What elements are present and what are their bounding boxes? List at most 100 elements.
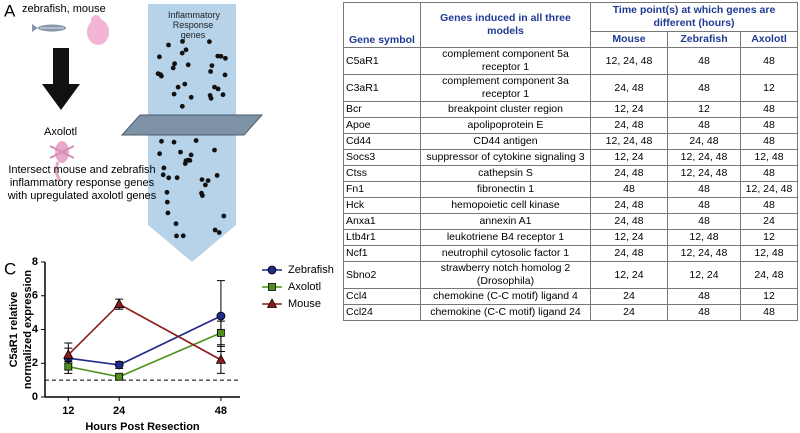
table-cell: 24, 48 (590, 197, 668, 214)
dot (212, 227, 218, 233)
table-cell: 12, 24, 48 (739, 181, 799, 198)
legend-marker (268, 283, 276, 291)
table-cell: 48 (667, 181, 741, 198)
mouse-icon (87, 15, 109, 45)
table-cell: 48 (739, 47, 799, 75)
table-cell: Apoe (343, 117, 421, 134)
x-tick-label: 48 (215, 405, 227, 417)
table-cell: 48 (739, 133, 799, 150)
x-tick-label: 12 (62, 405, 74, 417)
dot (182, 161, 188, 167)
group-header: Time point(s) at which genes are differe… (589, 2, 799, 32)
y-axis-label: normalized expression (22, 270, 34, 389)
table-cell: cathepsin S (420, 165, 591, 182)
dot (174, 233, 179, 239)
marker (114, 298, 125, 309)
dot (221, 213, 227, 219)
marker (115, 372, 124, 381)
table-cell: 12, 24, 48 (590, 133, 668, 150)
funnel-label: Inflammatory Response genes (168, 10, 221, 40)
y-tick-label: 2 (32, 357, 38, 369)
table-cell: hemopoietic cell kinase (420, 197, 591, 214)
table-cell: 48 (590, 181, 668, 198)
dot (180, 39, 185, 44)
dot (185, 62, 191, 68)
table-cell: 48 (667, 213, 741, 230)
dot (173, 221, 179, 227)
table-cell: 12, 48 (667, 229, 741, 246)
table-row: Fn1 fibronectin 1 48 48 12, 24, 48 (343, 181, 799, 198)
dot (188, 94, 194, 100)
table-cell: chemokine (C-C motif) ligand 4 (420, 288, 591, 305)
marker (114, 360, 124, 370)
table-cell: CD44 antigen (420, 133, 591, 150)
panel-label: C (4, 259, 16, 278)
dot (157, 54, 162, 60)
table-cell: leukotriene B4 receptor 1 (420, 229, 591, 246)
dot (193, 138, 199, 143)
table-cell: 48 (667, 47, 741, 75)
dot (178, 149, 183, 155)
dot (174, 175, 180, 181)
table-cell: 48 (667, 288, 741, 305)
table-row: Ltb4r1 leukotriene B4 receptor 1 12, 24 12,… (343, 229, 799, 246)
dot (170, 65, 176, 71)
dot (223, 55, 228, 61)
down-arrow (42, 48, 80, 110)
dot (222, 72, 228, 78)
table-cell: 48 (667, 117, 741, 134)
table-cell: complement component 3a receptor 1 (420, 74, 591, 102)
dot (220, 92, 226, 98)
y-tick-label: 6 (32, 290, 38, 302)
series-line (67, 303, 222, 361)
dot (157, 151, 163, 157)
x-tick-label: 24 (113, 405, 126, 417)
table-cell: Fn1 (343, 181, 421, 198)
table-cell: 12, 24, 48 (667, 149, 741, 166)
table-cell: complement component 5a receptor 1 (420, 47, 591, 75)
legend-label: Axolotl (288, 281, 321, 293)
dot (216, 230, 222, 235)
y-tick-label: 8 (32, 256, 38, 268)
table-cell: C3aR1 (343, 74, 421, 102)
y-axis-label: C5aR1 relative (8, 292, 20, 368)
table-row: Apoe apolipoprotein E 24, 48 48 48 (343, 117, 799, 134)
legend-label: Mouse (288, 298, 321, 310)
table-cell: 12, 24 (667, 261, 741, 289)
table-row: Ccl4 chemokine (C-C motif) ligand 4 24 48 12 (343, 288, 799, 305)
table-cell: 24, 48 (590, 117, 668, 134)
table-cell: neutrophil cytosolic factor 1 (420, 245, 591, 262)
description: Intersect mouse and zebrafish inflammato… (7, 164, 157, 202)
dot (205, 178, 211, 184)
column-header: Axolotl (739, 31, 799, 48)
dot (199, 177, 205, 183)
series-line (68, 315, 222, 366)
dot (164, 199, 170, 205)
table-row: Anxa1 annexin A1 24, 48 48 24 (343, 213, 799, 230)
dot (182, 81, 188, 87)
table-row: Bcr breakpoint cluster region 12, 24 12 48 (343, 101, 799, 118)
table-cell: 12, 48 (739, 149, 799, 166)
table-cell: 48 (667, 304, 741, 321)
gene-table: Gene symbol Genes induced in all three m… (343, 2, 799, 321)
dot (171, 139, 177, 145)
table-cell: 12, 24 (590, 149, 668, 166)
dot (188, 152, 194, 158)
table-row: Hck hemopoietic cell kinase 24, 48 48 48 (343, 197, 799, 214)
series-line (68, 332, 222, 378)
legend-marker (266, 298, 278, 308)
table-cell: 12, 24 (590, 101, 668, 118)
dot (179, 103, 185, 109)
table-cell: 12, 48 (739, 245, 799, 262)
dot (215, 86, 221, 92)
table-cell: breakpoint cluster region (420, 101, 591, 118)
table-row: Cd44 CD44 antigen 12, 24, 48 24, 48 48 (343, 133, 799, 150)
dot (164, 189, 170, 195)
dot (207, 39, 212, 45)
dot (160, 172, 166, 178)
